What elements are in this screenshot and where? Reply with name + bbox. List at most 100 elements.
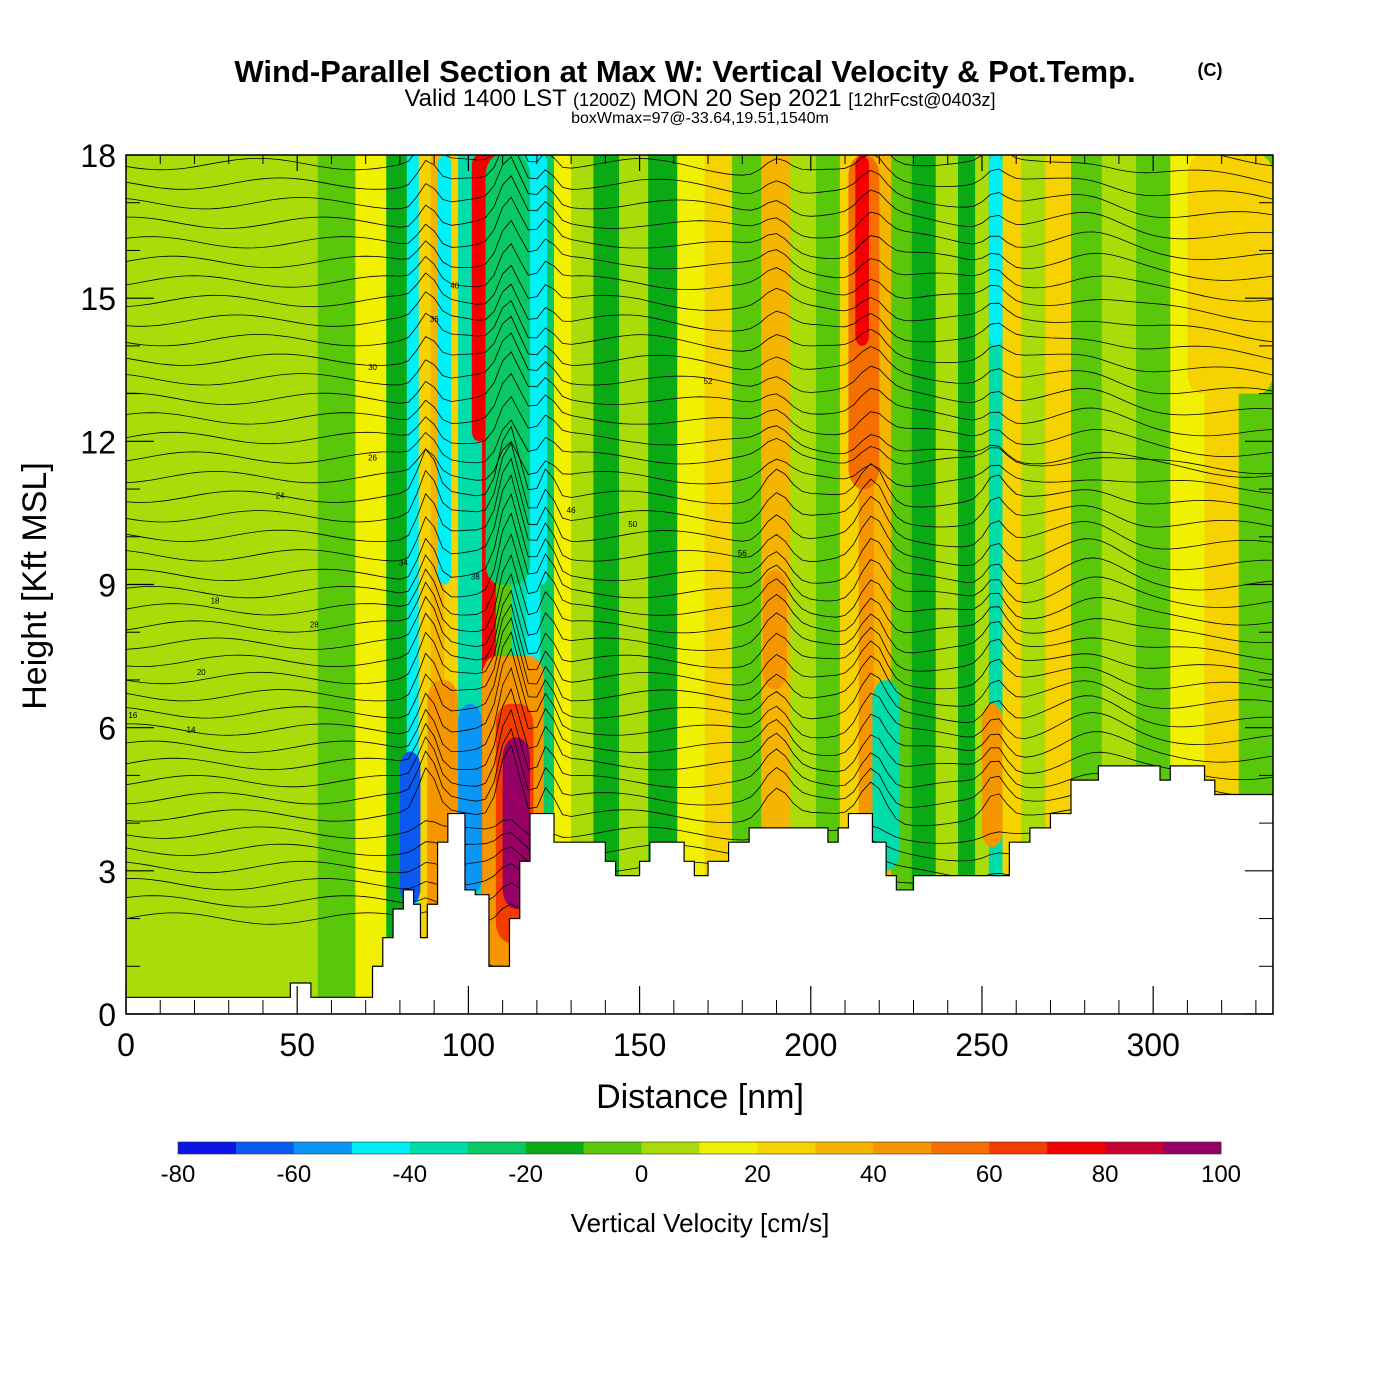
theta-contour (126, 493, 1273, 591)
theta-contour (126, 300, 1273, 376)
colorbar-tick-label: 40 (860, 1161, 887, 1188)
theta-contour (718, 155, 1273, 184)
theta-contour (126, 631, 1273, 728)
y-tick-label: 0 (98, 997, 116, 1033)
theta-contour (126, 440, 1273, 494)
x-tick-label: 100 (442, 1027, 495, 1063)
theta-contour (126, 419, 1273, 475)
theta-contour (126, 603, 1273, 690)
theta-contour (126, 457, 1273, 550)
theta-contour (126, 616, 1273, 709)
valid-utc: (1200Z) (573, 90, 636, 110)
colorbar-swatch (757, 1142, 816, 1154)
colorbar-tick-label: 100 (1201, 1161, 1241, 1188)
theta-contour (126, 687, 1273, 781)
colorbar-swatch (873, 1142, 932, 1154)
colorbar: -80 -60 -40 -20 0 20 40 60 80 100 (161, 1141, 1241, 1188)
w-column (935, 155, 959, 1014)
w-cell (471, 155, 486, 442)
theta-label: 26 (368, 453, 377, 462)
x-tick-label: 50 (279, 1027, 315, 1063)
theta-contour (126, 315, 1273, 395)
theta-contour (126, 441, 1273, 528)
y-tick-label: 15 (80, 281, 116, 317)
colorbar-tick-label: 60 (976, 1161, 1003, 1188)
valid-date: MON 20 Sep 2021 (643, 85, 842, 112)
theta-contour (126, 666, 1273, 763)
theta-label: 52 (704, 377, 713, 386)
theta-contour (126, 196, 1273, 281)
theta-label: 40 (450, 282, 459, 291)
theta-contour (126, 425, 1273, 511)
colorbar-tick-label: -80 (161, 1161, 196, 1188)
colorbar-tick-label: 80 (1092, 1161, 1119, 1188)
w-column (355, 155, 387, 1014)
x-tick-label: 300 (1126, 1027, 1179, 1063)
x-tick-label: 150 (613, 1027, 666, 1063)
colorbar-swatch (1047, 1142, 1106, 1154)
chart-title: Wind-Parallel Section at Max W: Vertical… (234, 54, 1135, 89)
colorbar-swatch (525, 1142, 585, 1154)
x-axis-label: Distance [nm] (596, 1078, 804, 1116)
colorbar-swatch (583, 1142, 642, 1154)
theta-label: 34 (399, 558, 408, 567)
theta-contour (126, 573, 1273, 661)
w-column (571, 155, 594, 1014)
theta-contour (126, 708, 1273, 798)
valid-prefix: Valid 1400 LST (404, 85, 567, 112)
w-cell (177, 202, 229, 513)
theta-label: 36 (430, 315, 439, 324)
forecast-info: [12hrFcst@0403z] (848, 90, 995, 110)
theta-contour (126, 156, 1273, 240)
colorbar-swatch (409, 1142, 469, 1154)
x-tick-label: 250 (955, 1027, 1008, 1063)
theta-contour (126, 512, 1273, 608)
theta-contour (126, 243, 1273, 323)
w-cell (485, 155, 531, 585)
plot-area: 16 14 20 18 24 28 26 30 34 36 40 38 46 50 52 56 (126, 155, 1273, 1014)
colorbar-tick-label: -60 (277, 1161, 312, 1188)
colorbar-swatch (351, 1142, 411, 1154)
theta-label: 56 (738, 549, 747, 558)
theta-contour (126, 264, 1273, 343)
theta-label: 50 (628, 520, 637, 529)
theta-contour (126, 155, 1273, 218)
w-column (317, 155, 356, 1014)
copyright-mark: (C) (1198, 60, 1223, 80)
y-tick-label: 18 (80, 138, 116, 174)
w-cell (872, 679, 900, 871)
w-column (271, 155, 319, 1014)
colorbar-swatch (178, 1142, 237, 1154)
theta-label: 16 (128, 711, 137, 720)
w-cells (177, 155, 1273, 967)
theta-label: 46 (567, 506, 576, 515)
theta-label: 24 (276, 492, 285, 501)
colorbar-swatch (699, 1142, 758, 1154)
terrain-mask (126, 765, 1273, 1014)
theta-label: 38 (471, 573, 480, 582)
theta-label: 14 (187, 725, 196, 734)
theta-label: 30 (368, 363, 377, 372)
w-cell (762, 570, 787, 690)
theta-contour (126, 554, 1273, 644)
colorbar-swatch (235, 1142, 295, 1154)
colorbar-swatch (931, 1142, 990, 1154)
x-tick-label: 200 (784, 1027, 837, 1063)
w-column (1002, 155, 1022, 1014)
colorbar-tick-label: -40 (392, 1161, 427, 1188)
w-column (223, 155, 273, 1014)
colorbar-swatch (467, 1142, 527, 1154)
theta-contour (126, 647, 1273, 746)
theta-contour (126, 332, 1273, 416)
w-cell (399, 751, 421, 905)
w-cell (437, 155, 452, 585)
colorbar-frame (177, 1141, 1222, 1155)
w-column (911, 155, 937, 1014)
theta-label: 28 (310, 620, 319, 629)
y-tick-label: 12 (80, 424, 116, 460)
x-tick-label: 0 (117, 1027, 135, 1063)
colorbar-tick-label: 20 (744, 1161, 771, 1188)
colorbar-swatch (293, 1142, 353, 1154)
